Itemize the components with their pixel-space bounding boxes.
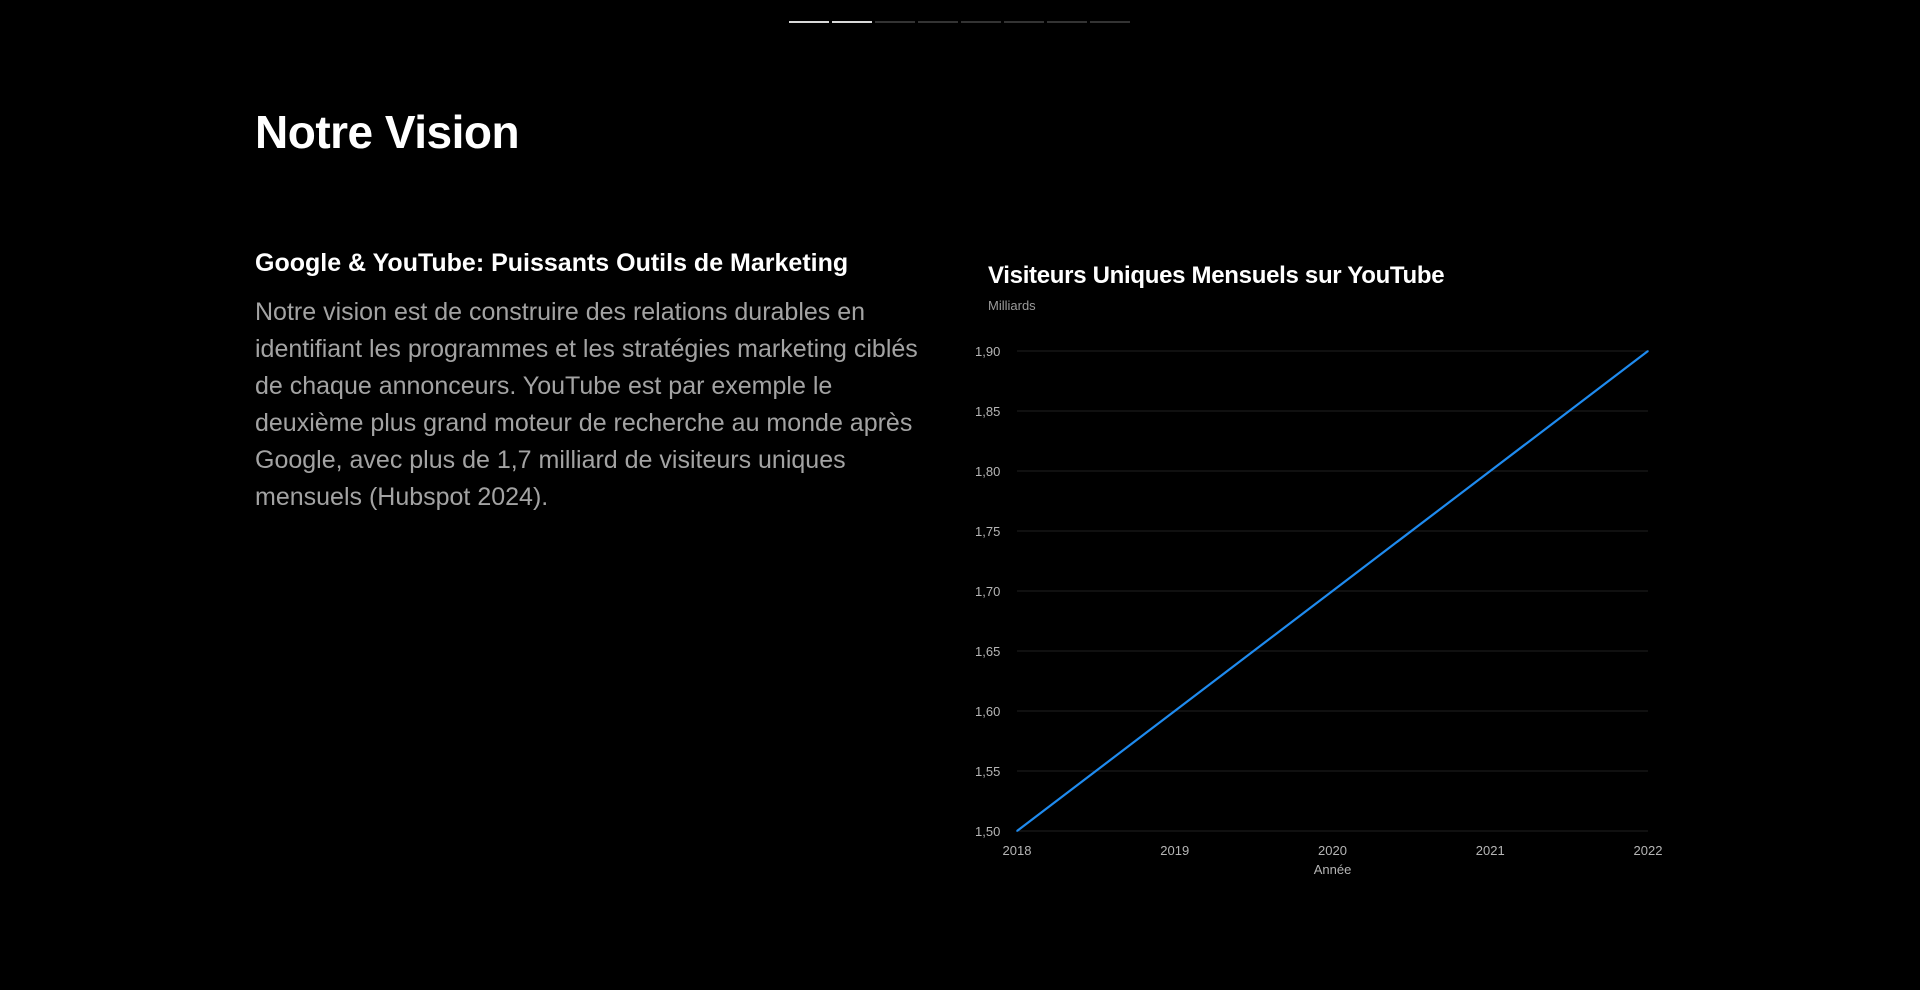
y-tick-label: 1,90	[975, 344, 1000, 359]
slide-progress-indicator	[789, 21, 1130, 23]
y-tick-label: 1,55	[975, 764, 1000, 779]
data-point	[1489, 470, 1492, 472]
y-tick-label: 1,80	[975, 464, 1000, 479]
progress-segment[interactable]	[961, 21, 1001, 23]
y-tick-label: 1,75	[975, 524, 1000, 539]
page-title: Notre Vision	[255, 106, 520, 158]
x-tick-label: 2021	[1476, 843, 1505, 858]
chart-title: Visiteurs Uniques Mensuels sur YouTube	[988, 262, 1445, 289]
section-body: Notre vision est de construire des relat…	[255, 298, 918, 511]
chart-unit-label: Milliards	[988, 298, 1036, 313]
line-chart: 1,50 1,55 1,60 1,65 1,70 1,75 1,80 1,85 1,90 2018…	[975, 344, 1663, 877]
x-tick-label: 2020	[1318, 843, 1347, 858]
y-tick-label: 1,85	[975, 404, 1000, 419]
progress-segment[interactable]	[1090, 21, 1130, 23]
section-heading: Google & YouTube: Puissants Outils de Ma…	[255, 249, 849, 277]
x-tick-label: 2019	[1160, 843, 1189, 858]
y-tick-label: 1,65	[975, 644, 1000, 659]
progress-segment[interactable]	[1047, 21, 1087, 23]
data-point	[1647, 350, 1649, 352]
progress-segment[interactable]	[918, 21, 958, 23]
x-tick-label: 2018	[1003, 843, 1032, 858]
progress-segment[interactable]	[875, 21, 915, 23]
x-tick-label: 2022	[1634, 843, 1663, 858]
x-axis-label: Année	[1314, 862, 1352, 877]
data-point	[1331, 590, 1334, 592]
data-point	[1016, 830, 1018, 832]
y-tick-label: 1,50	[975, 824, 1000, 839]
progress-segment[interactable]	[832, 21, 872, 23]
data-point	[1173, 710, 1176, 712]
y-tick-label: 1,70	[975, 584, 1000, 599]
progress-segment[interactable]	[1004, 21, 1044, 23]
y-tick-label: 1,60	[975, 704, 1000, 719]
text-column: Google & YouTube: Puissants Outils de Ma…	[255, 246, 925, 516]
progress-segment[interactable]	[789, 21, 829, 23]
